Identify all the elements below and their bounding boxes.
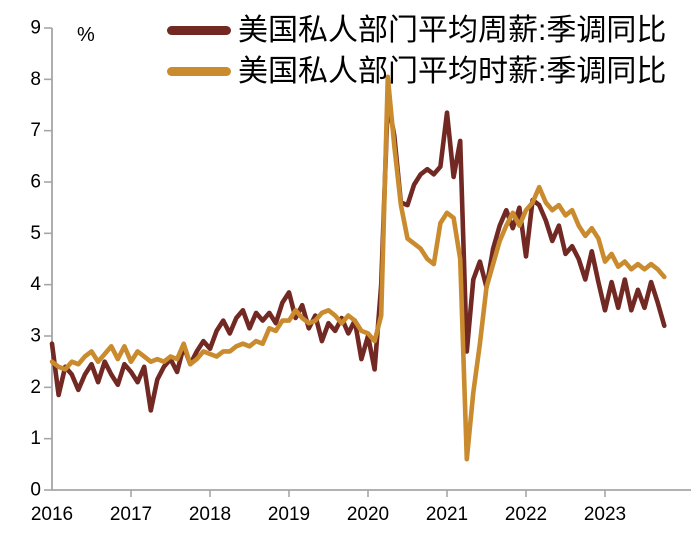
x-axis-tick-label: 2022 xyxy=(505,504,547,525)
y-axis-tick-label: 5 xyxy=(30,223,41,244)
x-axis-tick-label: 2016 xyxy=(31,504,73,525)
x-axis-tick-label: 2019 xyxy=(268,504,310,525)
legend-label-hourly: 美国私人部门平均时薪:季调同比 xyxy=(238,54,667,88)
x-axis-tick-label: 2023 xyxy=(584,504,626,525)
y-axis-unit-label: % xyxy=(77,24,95,46)
x-axis-tick-label: 2021 xyxy=(426,504,468,525)
x-axis-tick-label: 2017 xyxy=(110,504,152,525)
chart-legend: 美国私人部门平均周薪:季调同比 美国私人部门平均时薪:季调同比 xyxy=(167,10,666,92)
y-axis-tick-label: 4 xyxy=(30,274,41,295)
y-axis-tick-label: 9 xyxy=(30,18,41,39)
y-axis-tick-label: 0 xyxy=(30,480,41,501)
y-axis-tick-label: 6 xyxy=(30,172,41,193)
y-axis-tick-label: 8 xyxy=(30,69,41,90)
y-axis-tick-label: 1 xyxy=(30,428,41,449)
weekly-series-line xyxy=(49,97,667,413)
hourly-series-line xyxy=(49,74,667,462)
y-axis-tick-label: 3 xyxy=(30,326,41,347)
y-axis-tick-label: 2 xyxy=(30,377,41,398)
hourly-series-color-swatch xyxy=(167,67,231,76)
x-axis-tick-label: 2018 xyxy=(189,504,231,525)
y-axis-tick-label: 7 xyxy=(30,120,41,141)
x-axis-tick-label: 2020 xyxy=(347,504,389,525)
legend-item-hourly-earnings: 美国私人部门平均时薪:季调同比 xyxy=(167,51,666,92)
weekly-series-color-swatch xyxy=(167,26,231,35)
legend-item-weekly-earnings: 美国私人部门平均周薪:季调同比 xyxy=(167,10,666,51)
legend-label-weekly: 美国私人部门平均周薪:季调同比 xyxy=(238,13,667,47)
